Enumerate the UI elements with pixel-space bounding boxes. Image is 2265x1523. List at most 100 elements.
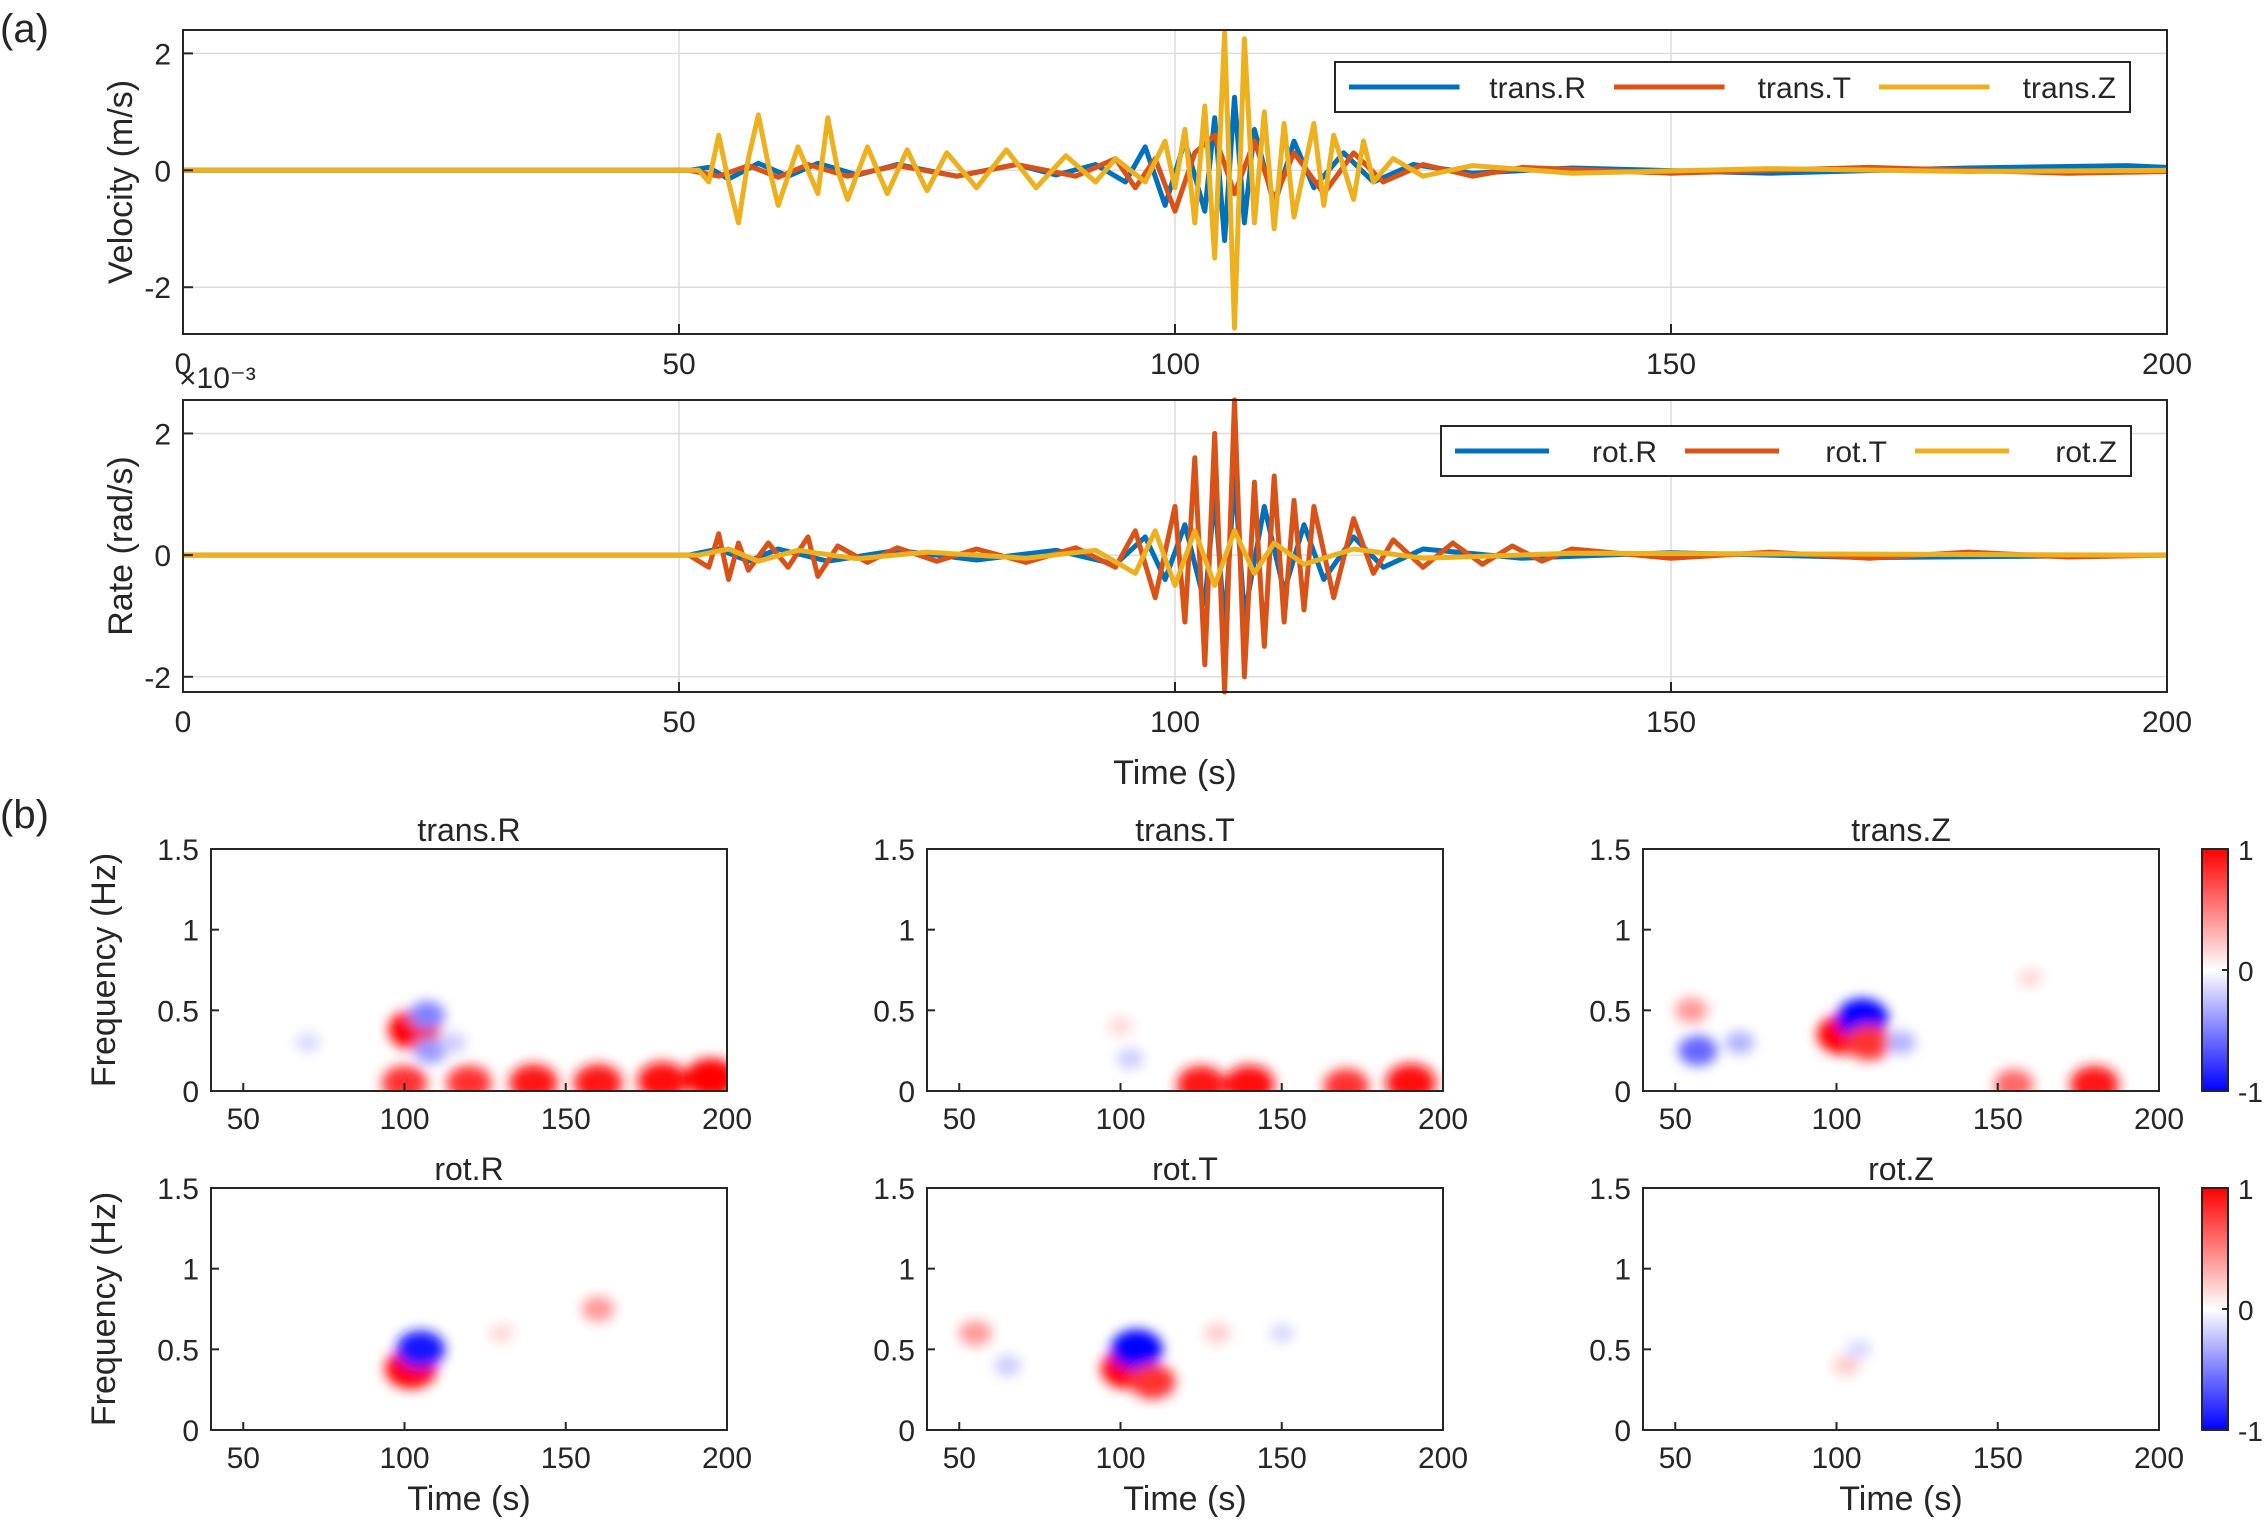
legend-label-trans.Z: trans.Z [2023,72,2116,105]
heatmap-background [1643,1188,2159,1430]
y-tick-label: 0.5 [157,1334,199,1367]
heatmap-blob [1269,1323,1295,1343]
heatmap-blob [1845,1025,1892,1061]
y-tick-label: 2 [154,418,171,451]
heatmap-blob [413,1037,447,1064]
heatmap-blob [573,1064,623,1091]
y-axis-label: Frequency (Hz) [85,853,123,1087]
heatmap-background [211,1188,727,1430]
x-axis-label: Time (s) [1123,1480,1246,1518]
y-tick-label: 1.5 [873,834,915,867]
axes-box [1642,848,2160,1092]
x-axis-label: Time (s) [407,1480,530,1518]
heatmap-blob [381,1065,428,1091]
y-tick-label: 1.5 [1589,1173,1631,1206]
x-tick-label: 50 [943,1103,976,1136]
y-tick-label: 1 [1614,915,1631,948]
y-tick-label: 1 [182,1254,199,1287]
heatmap-blob [1129,1364,1176,1400]
heatmap-blob [2070,1065,2119,1091]
x-axis-label: Time (s) [1839,1480,1962,1518]
heatmap-blob [1116,1048,1144,1070]
heatmap-blob [994,1355,1021,1376]
x-tick-label: 50 [943,1442,976,1475]
heatmap-blob [637,1061,688,1091]
heatmap-cells [958,1320,1295,1400]
y-tick-label: 0 [1614,1415,1631,1448]
series-line-trans.Z [183,30,2168,331]
heatmap-blob [1724,1031,1755,1055]
x-tick-label: 150 [1257,1442,1307,1475]
y-tick-label: 1.5 [157,1173,199,1206]
x-tick-label: 100 [1811,1442,1861,1475]
heatmap-blob [396,1330,446,1369]
y-scale-label: ×10⁻³ [179,362,256,395]
colorbar-label: -1 [2238,1416,2263,1447]
heatmap-trans-t: 50 100 150 200 0 0.5 1 1.5 trans.T [873,812,1468,1136]
x-tick-label: 50 [1659,1103,1692,1136]
colorbar-label: 1 [2238,1174,2254,1205]
heatmap-blob [409,1001,446,1030]
heatmap-title: trans.R [417,812,520,848]
x-tick-label: 150 [1646,706,1696,739]
heatmap-cells [384,1296,615,1389]
heatmap-blob [509,1064,558,1091]
heatmap-blob [1224,1065,1275,1091]
heatmap-cells [1832,1339,1872,1376]
heatmap-blob [295,1032,321,1053]
heatmap-cells [295,1001,727,1091]
x-tick-label: 50 [227,1103,260,1136]
heatmap-blob [1110,1329,1163,1370]
x-tick-label: 100 [379,1103,429,1136]
y-tick-label: 1.5 [873,1173,915,1206]
legend-label-rot.R: rot.R [1592,436,1657,469]
heatmap-rot-r: 50 100 150 200 0 0.5 1 1.5 rot.R Frequency (Hz) Ti… [85,1151,752,1518]
x-tick-label: 200 [1418,1103,1468,1136]
legend-box [1334,61,2131,113]
heatmap-background [927,1188,1443,1430]
y-tick-label: 0 [182,1076,199,1109]
heatmap-blob [1204,1322,1231,1344]
x-tick-label: 100 [1811,1103,1861,1136]
chart-velocity: 0 50 100 150 200 -2 0 2 Velocity (m/s) trans.R tra… [102,29,2192,381]
y-tick-label: 0 [1614,1076,1631,1109]
x-tick-label: 200 [2134,1442,2184,1475]
y-tick-label: 0.5 [157,995,199,1028]
heatmap-trans-z: 50 100 150 200 0 0.5 1 1.5 trans.Z 1 0 -1 [1589,812,2263,1136]
x-axis-label: Time (s) [1113,754,1236,792]
y-tick-label: 2 [154,38,171,71]
y-tick-label: -2 [144,272,171,305]
heatmap-title: rot.Z [1868,1151,1934,1187]
y-tick-label: 0.5 [1589,995,1631,1028]
x-tick-label: 100 [1150,348,1200,381]
x-tick-label: 50 [662,706,695,739]
heatmap-blob [488,1323,514,1343]
x-tick-label: 200 [702,1103,752,1136]
heatmap-background [927,849,1443,1091]
heatmap-blob [2017,968,2043,988]
y-tick-label: 1.5 [1589,834,1631,867]
y-tick-label: 1.5 [157,834,199,867]
y-tick-label: 1 [898,915,915,948]
heatmap-blob [446,1065,492,1091]
y-tick-label: 1 [898,1254,915,1287]
legend-label-rot.T: rot.T [1825,436,1887,469]
y-tick-label: 0 [898,1076,915,1109]
heatmap-background [211,849,727,1091]
x-tick-label: 150 [1973,1103,2023,1136]
y-tick-label: 0 [154,155,171,188]
heatmap-trans-r: 50 100 150 200 0 0.5 1 1.5 trans.R Frequency (Hz) [85,812,752,1136]
x-tick-label: 100 [379,1442,429,1475]
heatmap-title: trans.Z [1851,812,1951,848]
y-axis-label: Rate (rad/s) [102,456,140,636]
heatmap-title: trans.T [1135,812,1235,848]
legend-label-trans.R: trans.R [1489,72,1586,105]
heatmap-cells [1108,1016,1436,1091]
y-tick-label: -2 [144,662,171,695]
heatmap-blob [1385,1063,1436,1091]
heatmap-blob [1994,1069,2034,1091]
y-axis-label: Velocity (m/s) [102,80,140,284]
heatmap-cells [1674,968,2119,1091]
